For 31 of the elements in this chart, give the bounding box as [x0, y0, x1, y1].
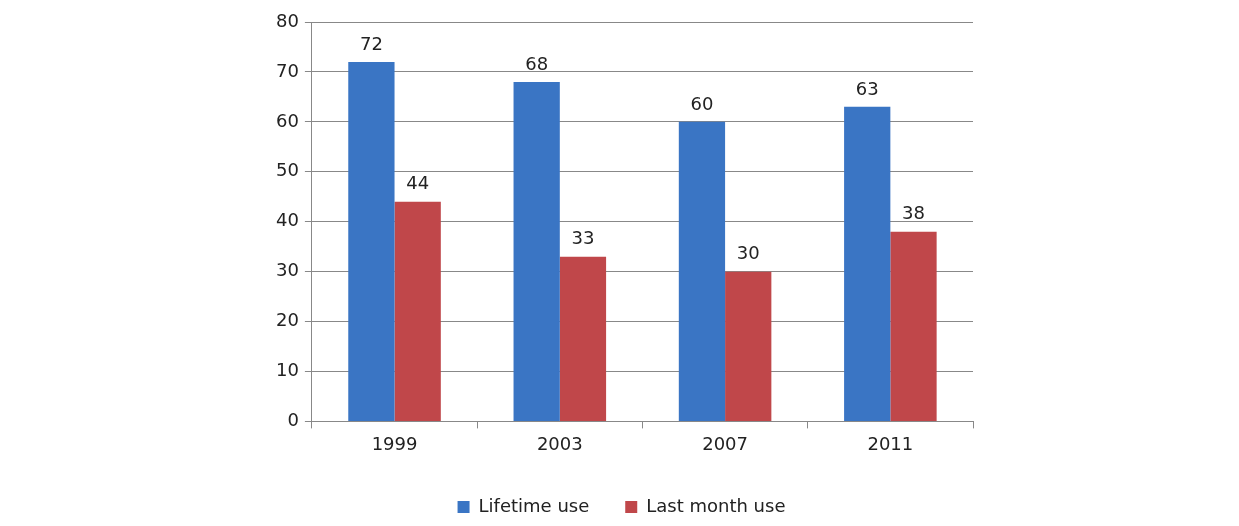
x-tick-label: 2007	[702, 432, 748, 454]
y-tick-label: 40	[276, 209, 299, 231]
bar	[890, 231, 937, 421]
data-label: 72	[359, 32, 383, 54]
bar	[513, 81, 560, 421]
y-tick-label: 70	[276, 59, 299, 81]
y-tick-label: 20	[276, 309, 299, 331]
bar	[678, 121, 726, 421]
data-label: 33	[571, 227, 595, 249]
legend-label: Last month use	[646, 494, 786, 516]
data-label: 44	[406, 172, 430, 194]
legend-label: Lifetime use	[478, 494, 590, 516]
bar	[394, 201, 441, 421]
y-tick-label: 0	[287, 409, 299, 431]
data-label: 30	[736, 242, 760, 264]
y-tick-label: 60	[276, 109, 299, 131]
y-tick-label: 10	[276, 359, 299, 381]
bar	[725, 271, 772, 421]
data-label: 63	[855, 77, 879, 99]
data-label: 60	[690, 92, 714, 114]
x-tick-label: 1999	[371, 432, 418, 454]
bar	[348, 61, 395, 421]
bar	[559, 256, 607, 421]
data-label: 38	[902, 202, 925, 224]
y-tick-label: 30	[276, 259, 299, 281]
x-tick-label: 2003	[536, 432, 583, 454]
y-tick-label: 50	[276, 159, 299, 181]
bar	[844, 106, 891, 421]
data-label: 68	[525, 52, 549, 74]
x-tick-label: 2011	[867, 432, 914, 454]
y-tick-label: 80	[276, 9, 299, 31]
